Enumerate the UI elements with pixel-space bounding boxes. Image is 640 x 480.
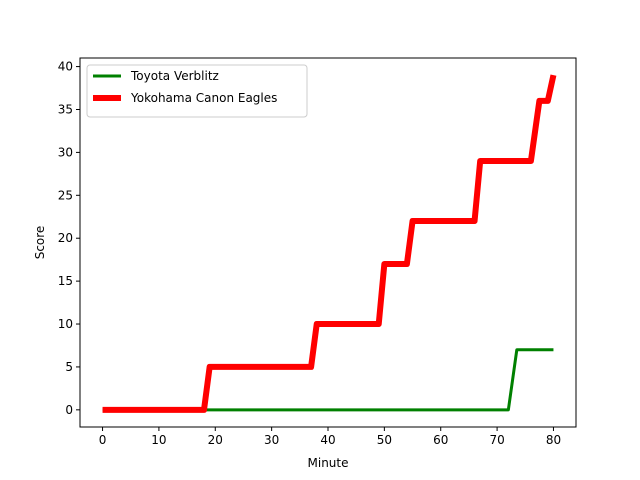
legend-box (86, 64, 308, 118)
x-tick-label: 60 (433, 433, 448, 447)
series-layer (102, 74, 557, 413)
plot-frame (79, 57, 577, 428)
y-tick-label: 40 (58, 60, 73, 74)
plot-area (80, 58, 576, 427)
y-tick-label: 15 (58, 274, 73, 288)
legend: Toyota Verblitz Yokohama Canon Eagles (86, 64, 308, 118)
x-axis-label: Minute (308, 456, 349, 470)
y-tick-label: 10 (58, 317, 73, 331)
x-tick-label: 50 (377, 433, 392, 447)
y-tick-label: 25 (58, 188, 73, 202)
series-line-1 (102, 74, 557, 413)
x-tick-label: 30 (264, 433, 279, 447)
x-tick-label: 10 (151, 433, 166, 447)
y-tick-label: 5 (65, 360, 73, 374)
x-tick-label: 80 (546, 433, 561, 447)
y-tick-label: 30 (58, 145, 73, 159)
x-tick-label: 20 (208, 433, 223, 447)
x-tick-label: 70 (489, 433, 504, 447)
series-line-0 (102, 348, 554, 412)
ticks-layer: 0 10 20 30 40 50 60 70 80 0 5 10 15 20 25 30 35 40 (58, 60, 561, 447)
legend-label-1: Yokohama Canon Eagles (130, 91, 277, 105)
y-tick-label: 20 (58, 231, 73, 245)
legend-label-0: Toyota Verblitz (130, 69, 219, 83)
y-axis-label: Score (33, 226, 47, 260)
x-tick-label: 40 (320, 433, 335, 447)
y-tick-label: 0 (65, 403, 73, 417)
y-tick-label: 35 (58, 102, 73, 116)
x-tick-label: 0 (99, 433, 107, 447)
